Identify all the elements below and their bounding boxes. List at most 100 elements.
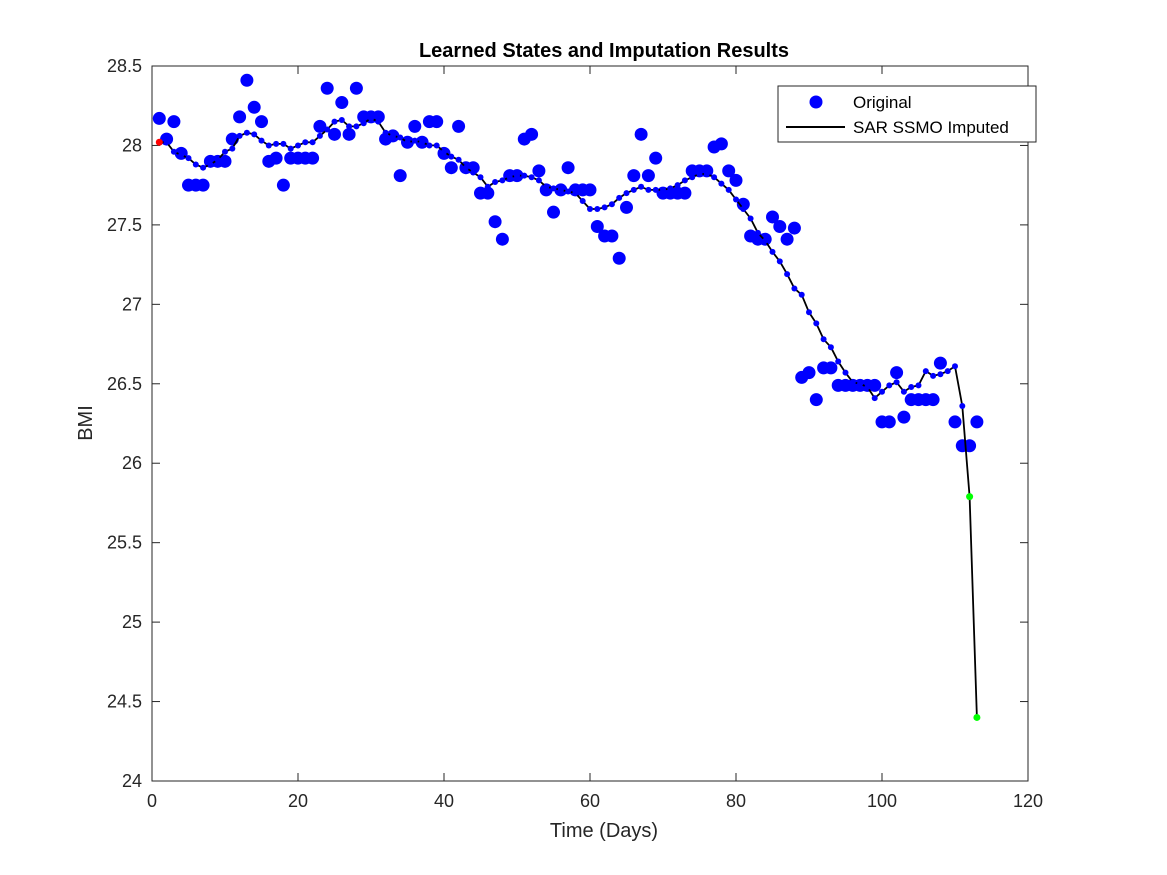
state-point [389, 132, 396, 139]
state-point [543, 183, 550, 190]
state-point [375, 118, 382, 125]
original-point [430, 115, 444, 129]
state-point [163, 139, 170, 146]
state-point [842, 369, 849, 376]
start-point [155, 138, 163, 146]
original-point [233, 110, 247, 124]
original-point [488, 215, 502, 229]
original-point [561, 161, 575, 175]
state-point [419, 139, 426, 146]
state-point [565, 188, 572, 195]
x-tick-label: 20 [288, 791, 308, 811]
state-point [316, 132, 323, 139]
state-point [528, 174, 535, 181]
plot-area [151, 65, 1029, 782]
state-point [251, 131, 258, 138]
original-point [897, 410, 911, 424]
state-point [178, 151, 185, 158]
x-tick-label: 120 [1013, 791, 1043, 811]
original-point [349, 81, 363, 95]
state-point [835, 358, 842, 365]
state-point [222, 148, 228, 155]
legend: Original SAR SSMO Imputed [777, 85, 1037, 143]
state-point [813, 320, 820, 327]
state-point [346, 123, 353, 130]
legend-original-label: Original [853, 93, 912, 112]
original-point [590, 219, 604, 233]
original-point [780, 232, 794, 246]
state-point [170, 148, 177, 155]
state-point [703, 171, 710, 178]
original-point [495, 232, 509, 246]
state-point [535, 177, 542, 184]
state-point [192, 161, 199, 168]
x-tick-label: 60 [580, 791, 600, 811]
state-point [550, 185, 557, 192]
state-point [258, 137, 265, 144]
original-point [970, 415, 984, 429]
original-point [729, 173, 743, 187]
state-point [338, 117, 345, 124]
state-point [280, 140, 287, 147]
original-point [605, 229, 619, 243]
original-point [269, 151, 283, 165]
state-point [214, 156, 221, 163]
original-point [948, 415, 962, 429]
y-tick-label: 25 [122, 612, 142, 632]
state-point [696, 171, 703, 178]
original-point [342, 127, 356, 141]
state-point [492, 178, 499, 185]
state-point [900, 388, 907, 395]
state-point [273, 140, 280, 147]
state-point [200, 164, 207, 171]
legend-box [777, 85, 1037, 143]
original-point [218, 154, 232, 168]
state-point [754, 229, 761, 236]
original-point [167, 115, 181, 129]
state-point [521, 172, 528, 179]
state-point [952, 363, 958, 370]
original-point [320, 81, 334, 95]
state-point [382, 129, 389, 136]
state-point [360, 120, 367, 127]
original-point [882, 415, 896, 429]
state-point [484, 183, 491, 190]
y-tick-label: 27.5 [107, 215, 142, 235]
state-point [930, 372, 937, 379]
original-point [809, 393, 823, 407]
x-tick-label: 0 [147, 791, 157, 811]
state-point [681, 177, 688, 184]
state-point [462, 164, 469, 171]
original-point [714, 137, 728, 151]
y-tick-label: 26.5 [107, 374, 142, 394]
original-point [276, 178, 290, 192]
original-point [787, 221, 801, 235]
original-point [393, 169, 407, 183]
state-point [433, 142, 440, 149]
original-point [408, 119, 422, 133]
state-point [944, 368, 951, 375]
state-point [309, 139, 316, 146]
state-point [623, 190, 630, 197]
state-point [229, 145, 236, 152]
state-point [287, 145, 294, 152]
state-point [397, 134, 404, 141]
imputed-point [973, 713, 981, 721]
original-point [890, 366, 904, 380]
original-point [240, 73, 254, 87]
y-tick-label: 26 [122, 453, 142, 473]
state-point [608, 201, 615, 208]
state-point [806, 309, 812, 316]
imputed-point [966, 493, 974, 501]
original-point [313, 119, 327, 133]
state-point [762, 237, 769, 244]
state-point [871, 395, 878, 402]
state-point [791, 285, 798, 292]
state-point [557, 186, 564, 193]
state-point [324, 126, 331, 133]
original-point [824, 361, 838, 375]
y-tick-label: 28 [122, 135, 142, 155]
original-point [444, 161, 458, 175]
state-point [857, 380, 864, 387]
